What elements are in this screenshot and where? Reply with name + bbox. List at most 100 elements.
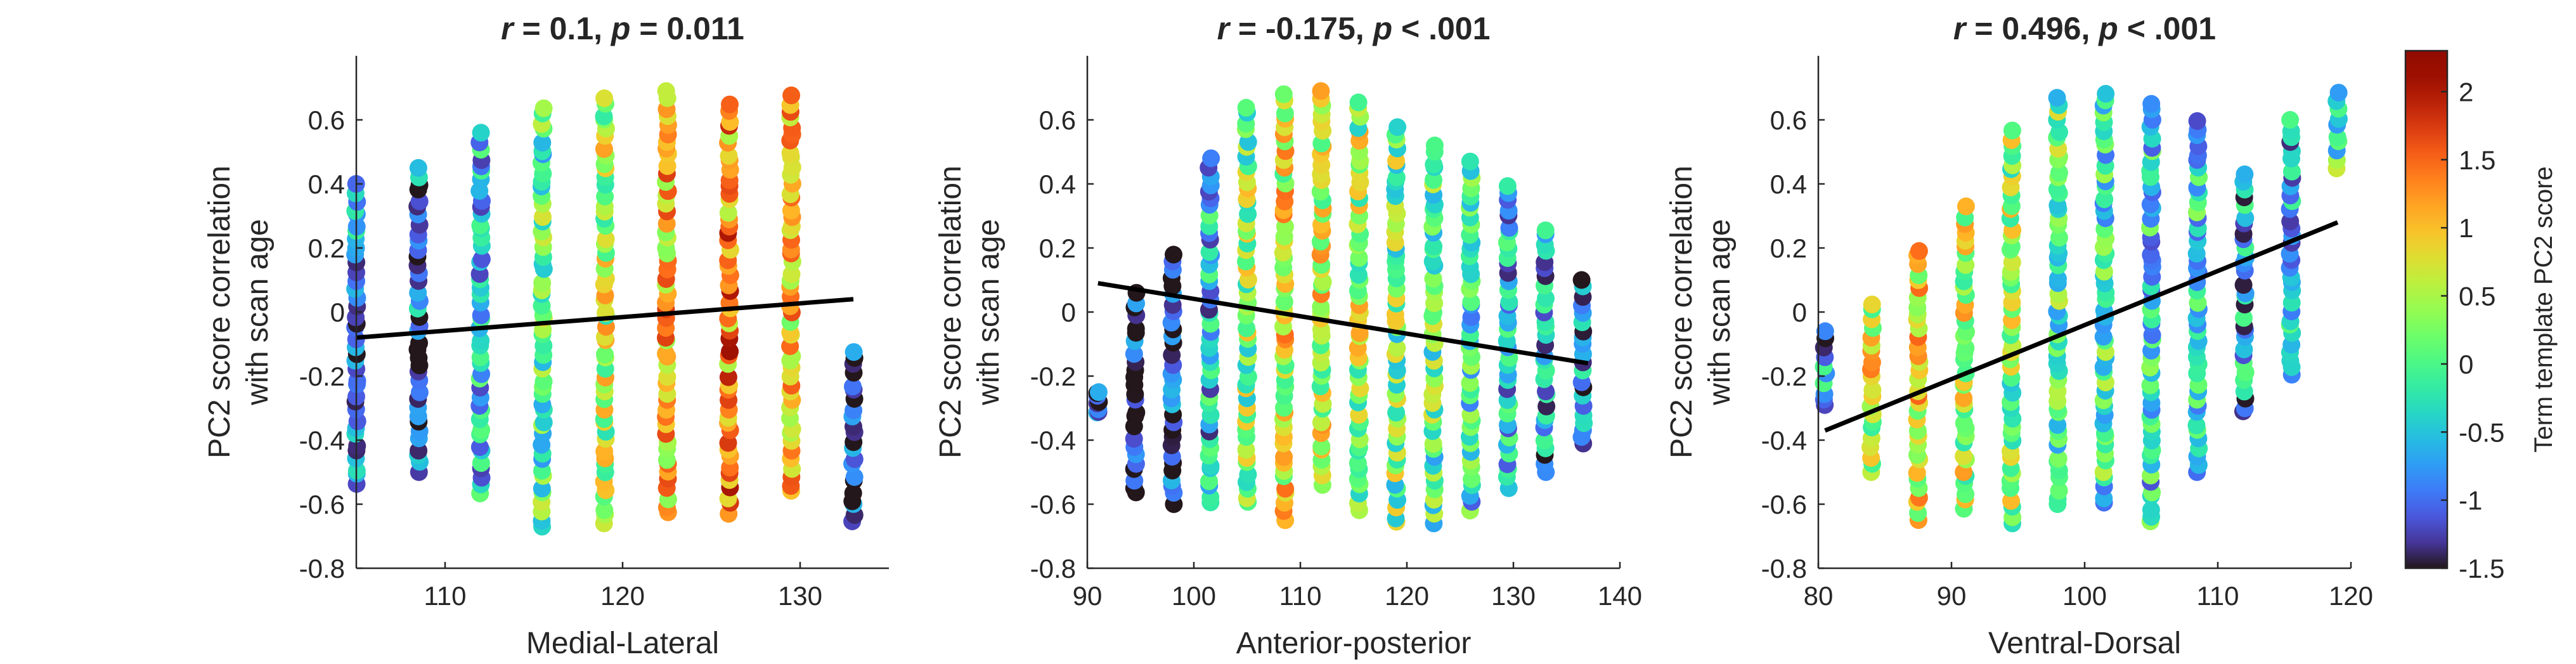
- y-tick-label: -0.8: [1030, 554, 1076, 583]
- data-point: [1816, 322, 1834, 341]
- data-point: [1537, 397, 1556, 415]
- data-point: [2002, 491, 2020, 510]
- y-tick-label: 0.2: [1039, 233, 1076, 263]
- data-point: [595, 501, 614, 519]
- data-point: [596, 346, 614, 363]
- data-point: [844, 484, 862, 502]
- data-point: [657, 214, 676, 233]
- y-tick-label: 0: [330, 297, 345, 327]
- y-tick-label: 0.4: [1039, 169, 1076, 199]
- y-tick-label: -0.6: [1761, 490, 1807, 519]
- data-point: [1165, 245, 1182, 264]
- data-point: [844, 377, 862, 396]
- x-tick-label: 120: [600, 581, 645, 611]
- y-tick-label: -0.6: [1030, 490, 1076, 519]
- scatter-points: [1088, 82, 1593, 533]
- x-tick-label: 110: [2197, 581, 2239, 611]
- colorbar-tick-label: -1: [2459, 486, 2482, 516]
- data-point: [1957, 197, 1975, 216]
- data-point: [1425, 171, 1442, 189]
- data-point: [534, 413, 553, 432]
- data-point: [533, 274, 552, 292]
- y-axis-label: PC2 score correlation: [203, 166, 236, 459]
- data-point: [1312, 438, 1331, 455]
- data-point: [1312, 134, 1331, 153]
- data-point: [2281, 212, 2300, 231]
- chart-title-part: = 0.011: [630, 11, 744, 46]
- data-point: [1863, 381, 1882, 399]
- data-point: [1089, 383, 1108, 401]
- data-point: [1498, 177, 1517, 195]
- data-point: [472, 250, 491, 268]
- data-point: [2097, 84, 2115, 103]
- data-point: [1387, 168, 1406, 186]
- y-tick-label: 0: [1792, 297, 1807, 327]
- regression-line: [1824, 220, 2339, 433]
- data-point: [781, 144, 799, 162]
- data-point: [2187, 245, 2206, 263]
- chart-title-part: = 0.1,: [514, 11, 611, 46]
- data-point: [1461, 374, 1479, 392]
- data-point: [2236, 209, 2255, 227]
- chart-title-part: = 0.496,: [1965, 11, 2099, 46]
- data-point: [1312, 413, 1330, 432]
- data-point: [721, 95, 739, 114]
- data-point: [1425, 155, 1443, 174]
- data-point: [2049, 270, 2067, 288]
- data-point: [2050, 164, 2068, 182]
- data-point: [2049, 450, 2068, 468]
- data-point: [2003, 121, 2021, 140]
- chart-title: r = 0.496, p < .001: [1953, 11, 2216, 46]
- data-point: [782, 86, 801, 105]
- y-axis-label: with scan age: [972, 219, 1006, 406]
- data-point: [782, 265, 801, 283]
- data-point: [1424, 270, 1442, 288]
- chart-title-part: p: [610, 11, 631, 46]
- data-point: [1349, 454, 1367, 472]
- data-point: [845, 343, 863, 361]
- data-point: [720, 146, 738, 165]
- data-point: [721, 342, 739, 361]
- data-point: [597, 230, 615, 248]
- data-point: [2188, 112, 2206, 130]
- data-point: [1387, 403, 1406, 422]
- data-point: [1312, 298, 1330, 316]
- y-tick-label: 0.4: [1770, 169, 1807, 199]
- colorbar-label: Term template PC2 score: [2530, 166, 2558, 452]
- x-tick-label: 90: [1073, 581, 1103, 611]
- colorbar-tick-label: 2: [2459, 77, 2473, 107]
- y-tick-label: 0.6: [308, 105, 345, 135]
- data-point: [2236, 165, 2254, 183]
- x-tick-label: 110: [424, 581, 467, 611]
- chart-panel-ventral-dorsal: -0.8 -0.6 -0.4 -0.2 0 0.2 0.4 0.6 80 90 100 110 120 V…: [1665, 11, 2373, 660]
- x-tick-label: 120: [1385, 581, 1429, 611]
- x-axis-label: Anterior-posterior: [1236, 627, 1472, 660]
- data-point: [2049, 416, 2067, 434]
- colorbar: -1.5 -1 -0.5 0 0.5 1 1.5 2 Term template PC2 sco…: [2404, 49, 2558, 583]
- data-point: [472, 306, 490, 325]
- y-tick-label: -0.2: [1761, 361, 1807, 391]
- y-tick-label: 0.2: [308, 233, 345, 263]
- y-tick-label: -0.8: [299, 554, 345, 583]
- y-tick-label: 0.6: [1770, 105, 1807, 135]
- data-point: [1424, 435, 1442, 453]
- data-point: [1536, 221, 1555, 240]
- data-point: [2050, 228, 2068, 247]
- data-point: [595, 89, 614, 107]
- x-tick-label: 130: [1491, 581, 1536, 611]
- y-axis-label: with scan age: [241, 219, 275, 406]
- y-tick-label: -0.4: [1030, 426, 1076, 455]
- data-point: [1238, 319, 1256, 337]
- data-point: [1955, 447, 1973, 465]
- data-point: [1863, 296, 1881, 314]
- data-point: [2329, 84, 2348, 102]
- data-point: [1275, 292, 1293, 311]
- chart-title: r = 0.1, p = 0.011: [501, 11, 744, 46]
- data-point: [2235, 309, 2253, 327]
- data-point: [1312, 82, 1330, 100]
- data-point: [1125, 429, 1143, 448]
- colorbar-tick-label: -1.5: [2459, 554, 2504, 583]
- chart-panel-medial-lateral: -0.8 -0.6 -0.4 -0.2 0 0.2 0.4 0.6 110 120 130 Media…: [203, 11, 889, 660]
- regression-line: [1097, 281, 1589, 366]
